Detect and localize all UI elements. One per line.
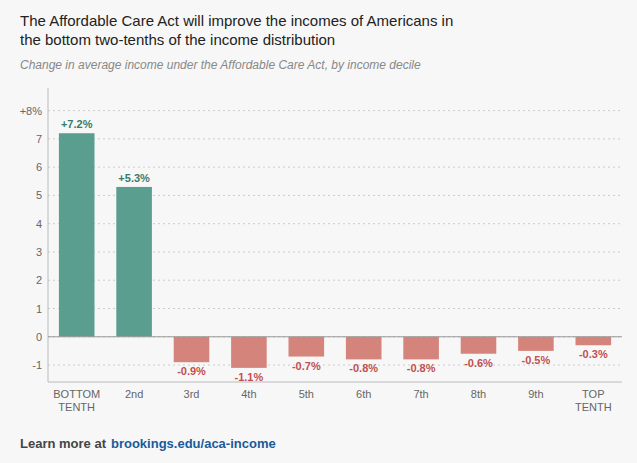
- bar: [59, 133, 95, 337]
- bar: [231, 337, 267, 368]
- grid-line: [48, 336, 622, 337]
- y-tick-label: 6: [36, 161, 42, 173]
- bar: [116, 187, 152, 337]
- y-tick-label: 5: [36, 189, 42, 201]
- x-tick-label-line: 9th: [528, 388, 543, 400]
- data-label: -0.7%: [292, 360, 321, 372]
- x-tick-label: 9th: [528, 388, 543, 400]
- grid-line: [48, 138, 622, 139]
- data-label: -0.6%: [464, 357, 493, 369]
- background: [0, 0, 637, 463]
- title-line: The Affordable Care Act will improve the…: [20, 12, 453, 29]
- data-label: -1.1%: [235, 371, 264, 383]
- grid-line: [48, 167, 622, 168]
- y-axis-line: [48, 88, 49, 382]
- footer: Learn more at brookings.edu/aca-income: [20, 436, 276, 451]
- bar: [576, 337, 612, 345]
- bar: [403, 337, 439, 360]
- data-label: -0.8%: [407, 362, 436, 374]
- bars: [59, 133, 611, 368]
- x-tick-label-line: TENTH: [58, 401, 95, 413]
- y-tick-label: 4: [36, 218, 42, 230]
- zero-line: [48, 336, 622, 337]
- x-tick-label: 5th: [299, 388, 314, 400]
- y-tick-label: 1: [36, 303, 42, 315]
- x-tick-label-line: 3rd: [184, 388, 200, 400]
- footer-text: Learn more at: [20, 436, 107, 451]
- y-tick-label: 3: [36, 246, 42, 258]
- x-axis-line: [48, 382, 622, 383]
- data-label: -0.3%: [579, 348, 608, 360]
- x-tick-label: 8th: [471, 388, 486, 400]
- bar: [289, 337, 325, 357]
- y-tick-label: 0: [36, 331, 42, 343]
- y-tick-label: -1: [32, 359, 42, 371]
- x-tick-label-line: BOTTOM: [53, 388, 100, 400]
- data-label: +7.2%: [61, 118, 93, 130]
- x-tick-label: 6th: [356, 388, 371, 400]
- chart: The Affordable Care Act will improve the…: [0, 0, 637, 463]
- x-tick-label-line: 7th: [413, 388, 428, 400]
- x-tick-label: 7th: [413, 388, 428, 400]
- x-tick-label-line: 5th: [299, 388, 314, 400]
- title-line: the bottom two-tenths of the income dist…: [20, 31, 335, 48]
- y-tick-label: 7: [36, 133, 42, 145]
- title: The Affordable Care Act will improve the…: [20, 12, 453, 48]
- grid: [48, 111, 622, 365]
- footer-link: brookings.edu/aca-income: [111, 436, 276, 451]
- bar: [174, 337, 210, 362]
- x-tick-label: 2nd: [125, 388, 143, 400]
- data-label: -0.9%: [177, 365, 206, 377]
- bar: [346, 337, 382, 360]
- x-tick-label: 4th: [241, 388, 256, 400]
- y-tick-label: 2: [36, 274, 42, 286]
- x-tick-label-line: 2nd: [125, 388, 143, 400]
- x-tick-label: 3rd: [184, 388, 200, 400]
- x-tick-label-line: TOP: [582, 388, 604, 400]
- data-label: -0.8%: [349, 362, 378, 374]
- bar: [461, 337, 497, 354]
- data-label: -0.5%: [522, 354, 551, 366]
- x-tick-label-line: 8th: [471, 388, 486, 400]
- subtitle: Change in average income under the Affor…: [20, 58, 421, 72]
- x-tick-label-line: 6th: [356, 388, 371, 400]
- data-label: +5.3%: [118, 172, 150, 184]
- x-tick-label: BOTTOMTENTH: [53, 388, 100, 413]
- x-tick-label: TOPTENTH: [575, 388, 612, 413]
- grid-line: [48, 110, 622, 111]
- y-tick-label: +8%: [20, 105, 43, 117]
- bar: [518, 337, 554, 351]
- x-tick-label-line: 4th: [241, 388, 256, 400]
- x-tick-label-line: TENTH: [575, 401, 612, 413]
